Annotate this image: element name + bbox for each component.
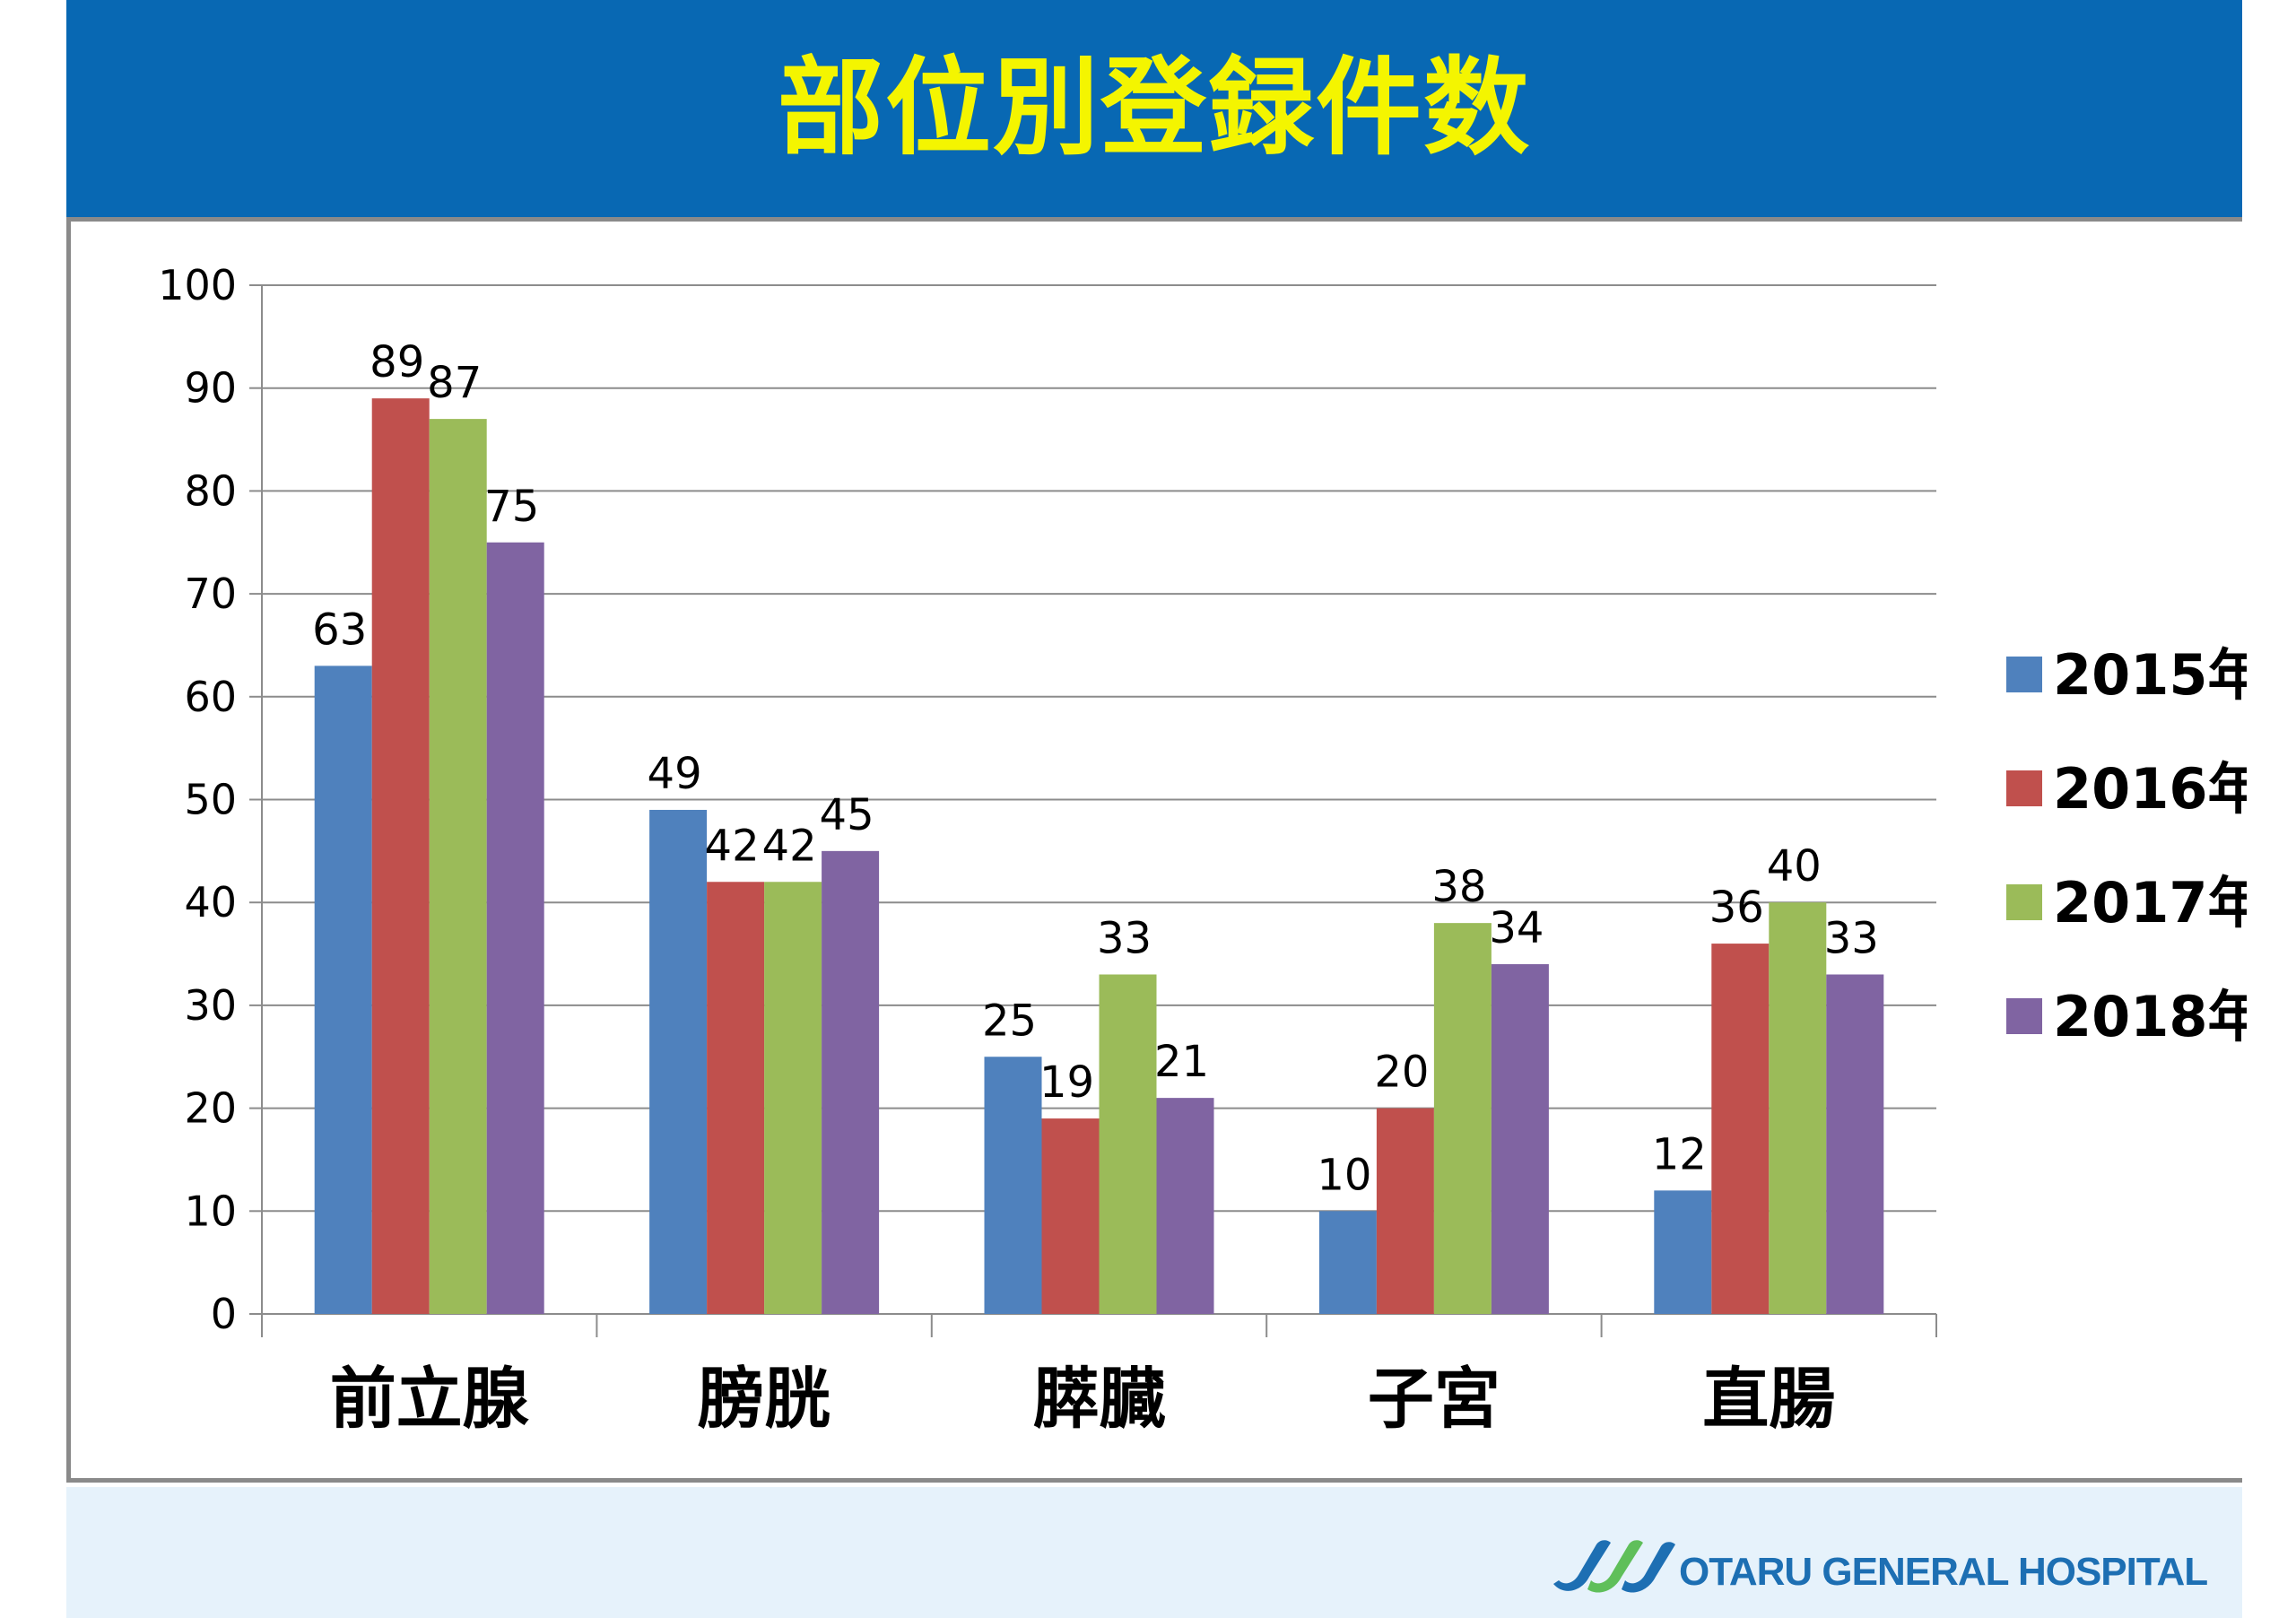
data-label: 40 bbox=[1767, 841, 1822, 892]
data-label: 75 bbox=[484, 482, 539, 532]
bar bbox=[486, 542, 544, 1314]
data-label: 49 bbox=[648, 749, 702, 799]
category-label: 前立腺 bbox=[330, 1361, 530, 1438]
y-tick-label: 10 bbox=[184, 1187, 237, 1235]
bar bbox=[707, 882, 765, 1314]
legend-swatch bbox=[2006, 998, 2042, 1034]
legend-swatch bbox=[2006, 770, 2042, 806]
y-tick-label: 50 bbox=[184, 776, 237, 824]
category-label: 子宮 bbox=[1368, 1361, 1500, 1438]
legend-label: 2015年 bbox=[2053, 642, 2247, 708]
bar bbox=[371, 398, 430, 1314]
bar bbox=[649, 809, 708, 1314]
bar bbox=[1318, 1211, 1377, 1314]
category-label: 直腸 bbox=[1702, 1361, 1835, 1438]
bar bbox=[764, 882, 822, 1314]
bar bbox=[1826, 974, 1884, 1314]
y-tick-label: 80 bbox=[184, 466, 237, 515]
data-label: 10 bbox=[1317, 1150, 1371, 1200]
bar bbox=[314, 665, 372, 1314]
legend-label: 2017年 bbox=[2053, 870, 2247, 935]
data-label: 36 bbox=[1709, 883, 1764, 933]
legend-label: 2016年 bbox=[2053, 756, 2247, 822]
chart-frame: 0 10 20 30 40 50 60 70 80 90 100 前立腺 63 89 87 75 膀胱 49 42 4… bbox=[66, 217, 2247, 1483]
y-tick-label: 0 bbox=[211, 1290, 237, 1338]
data-label: 42 bbox=[762, 821, 817, 871]
data-label: 45 bbox=[820, 790, 874, 840]
bar bbox=[1099, 974, 1157, 1314]
data-label: 89 bbox=[370, 337, 424, 387]
bar bbox=[984, 1057, 1042, 1314]
data-label: 38 bbox=[1431, 862, 1486, 912]
bar bbox=[822, 850, 880, 1314]
bar bbox=[1654, 1190, 1712, 1314]
bar bbox=[1711, 944, 1770, 1314]
y-tick-label: 90 bbox=[184, 364, 237, 413]
legend-swatch bbox=[2006, 884, 2042, 920]
hospital-name: OTARU GENERAL HOSPITAL bbox=[1679, 1550, 2208, 1594]
data-label: 42 bbox=[705, 821, 760, 871]
bar bbox=[1769, 902, 1827, 1314]
data-label: 33 bbox=[1824, 913, 1879, 963]
slide-title: 部位別登録件数 bbox=[777, 46, 1531, 170]
bar bbox=[1433, 923, 1492, 1314]
y-tick-label: 100 bbox=[158, 261, 237, 309]
bar bbox=[1376, 1108, 1434, 1314]
data-label: 25 bbox=[982, 996, 1037, 1046]
hospital-logo-icon bbox=[1553, 1540, 1675, 1593]
y-tick-label: 40 bbox=[184, 878, 237, 926]
bar bbox=[429, 419, 487, 1314]
data-label: 33 bbox=[1097, 913, 1152, 963]
footer-band bbox=[66, 1487, 2242, 1618]
slide-header: 部位別登録件数 bbox=[66, 0, 2242, 217]
category-label: 膵臓 bbox=[1033, 1361, 1166, 1438]
data-label: 20 bbox=[1374, 1048, 1429, 1098]
bar bbox=[1041, 1118, 1100, 1314]
legend-swatch bbox=[2006, 657, 2042, 692]
y-tick-label: 30 bbox=[184, 981, 237, 1030]
data-label: 19 bbox=[1039, 1057, 1094, 1108]
bar bbox=[1491, 964, 1549, 1314]
bar bbox=[1156, 1098, 1214, 1314]
data-label: 12 bbox=[1652, 1129, 1707, 1179]
y-tick-label: 20 bbox=[184, 1084, 237, 1133]
data-label: 21 bbox=[1154, 1037, 1209, 1087]
data-label: 34 bbox=[1489, 903, 1544, 953]
category-label: 膀胱 bbox=[698, 1361, 831, 1438]
legend-label: 2018年 bbox=[2053, 984, 2247, 1049]
y-tick-label: 60 bbox=[184, 673, 237, 721]
data-label: 87 bbox=[427, 358, 482, 408]
data-label: 63 bbox=[312, 605, 367, 655]
y-tick-label: 70 bbox=[184, 570, 237, 618]
